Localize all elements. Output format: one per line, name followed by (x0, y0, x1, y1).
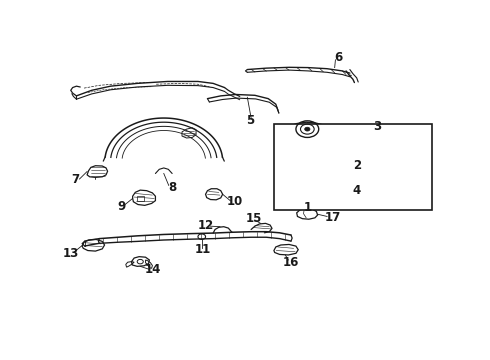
Text: 1: 1 (303, 201, 311, 214)
Text: 9: 9 (117, 200, 125, 213)
Text: 14: 14 (144, 264, 161, 276)
Text: 17: 17 (324, 211, 341, 224)
Text: 15: 15 (246, 212, 262, 225)
Circle shape (305, 127, 310, 131)
Text: 13: 13 (63, 247, 79, 260)
Text: 3: 3 (373, 120, 381, 133)
Text: 8: 8 (169, 181, 176, 194)
Text: 4: 4 (353, 184, 361, 197)
Bar (137, 197, 144, 201)
Text: 5: 5 (246, 114, 254, 127)
Text: 12: 12 (197, 219, 214, 232)
Text: 16: 16 (282, 256, 299, 269)
Text: 11: 11 (195, 243, 211, 256)
Text: 2: 2 (353, 159, 362, 172)
Text: 6: 6 (334, 51, 343, 64)
Bar (274, 123, 432, 210)
Text: 7: 7 (72, 173, 80, 186)
Text: 10: 10 (227, 195, 244, 208)
